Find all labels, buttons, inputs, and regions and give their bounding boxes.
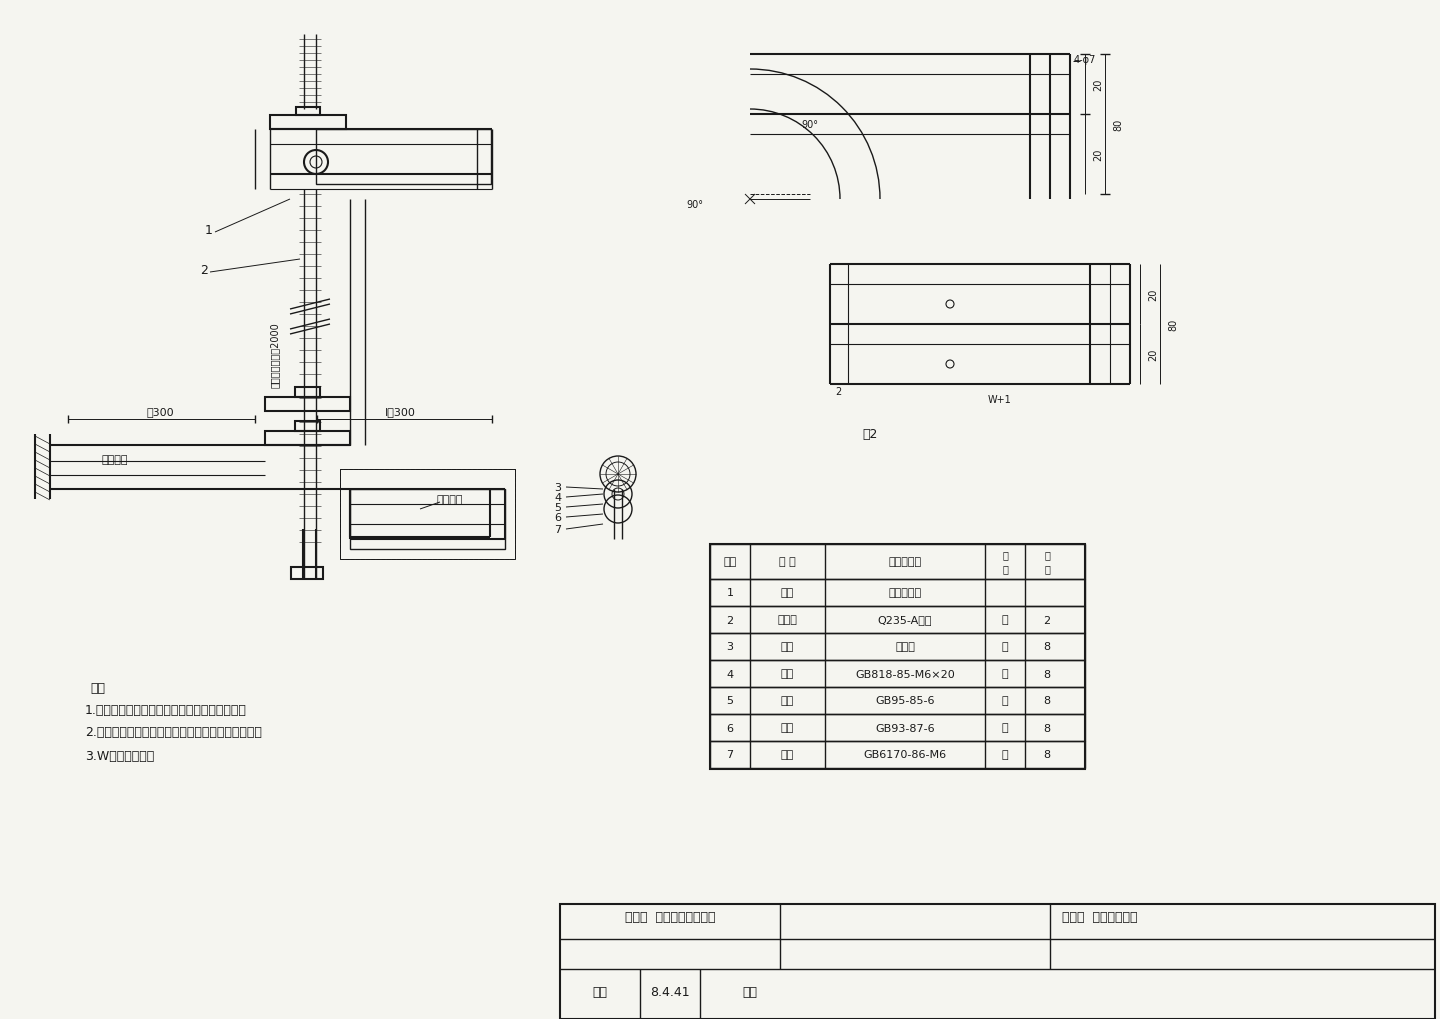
Text: 单: 单 (1002, 549, 1008, 559)
Bar (710, 606, 1084, 634)
Text: 20: 20 (1148, 288, 1158, 301)
Bar (297, 108, 320, 116)
Text: 件2: 件2 (863, 428, 878, 441)
Text: 8: 8 (1044, 722, 1051, 733)
Bar (710, 634, 1084, 660)
Text: 线槽盖卡: 线槽盖卡 (436, 494, 464, 504)
Text: 4: 4 (726, 668, 733, 679)
Text: 线槽吊具: 线槽吊具 (102, 454, 128, 465)
Text: 3: 3 (554, 483, 562, 492)
Text: 图名: 图名 (743, 985, 757, 999)
Text: 个: 个 (1002, 642, 1008, 652)
Text: 型号及规格: 型号及规格 (888, 557, 922, 567)
Text: 个: 个 (1002, 614, 1008, 625)
Text: 编号: 编号 (723, 557, 737, 567)
Text: 4: 4 (554, 492, 562, 502)
Text: 7: 7 (554, 525, 562, 535)
Text: 量: 量 (1044, 564, 1050, 574)
Text: 1.本图适用吊装金属线槽水平高度变化段安装；: 1.本图适用吊装金属线槽水平高度变化段安装； (85, 703, 246, 715)
Bar (295, 387, 320, 397)
Text: 6: 6 (727, 722, 733, 733)
Text: 2: 2 (1044, 614, 1051, 625)
Text: GB6170-86-M6: GB6170-86-M6 (864, 750, 946, 760)
Text: 8: 8 (1044, 750, 1051, 760)
Text: 3: 3 (727, 642, 733, 652)
Text: 8: 8 (1044, 642, 1051, 652)
Text: 2.线槽连接处应平整，并避免紧固件突出损伤导线；: 2.线槽连接处应平整，并避免紧固件突出损伤导线； (85, 726, 262, 739)
Text: W+1: W+1 (988, 394, 1012, 405)
Bar (350, 489, 505, 549)
Text: 20: 20 (1148, 348, 1158, 361)
Text: I～300: I～300 (384, 407, 415, 417)
Text: 5: 5 (727, 696, 733, 706)
Text: 个: 个 (1002, 668, 1008, 679)
Bar (710, 688, 1084, 714)
Text: 90°: 90° (802, 120, 818, 129)
Bar (710, 580, 1084, 606)
Text: GB93-87-6: GB93-87-6 (876, 722, 935, 733)
Bar (291, 568, 323, 580)
Text: 20: 20 (1093, 149, 1103, 161)
Text: 图号: 图号 (592, 985, 608, 999)
Text: GB818-85-M6×20: GB818-85-M6×20 (855, 668, 955, 679)
Bar (315, 129, 491, 184)
Bar (340, 470, 516, 559)
Bar (710, 714, 1084, 741)
Text: 螺钉: 螺钉 (780, 668, 793, 679)
Text: 聚乙希: 聚乙希 (896, 642, 914, 652)
Text: 安装间距不大于2000: 安装间距不大于2000 (271, 322, 279, 387)
Text: 第八章  建筑物内配电工程: 第八章 建筑物内配电工程 (625, 911, 716, 923)
Text: 5: 5 (554, 502, 562, 513)
Text: 2: 2 (726, 614, 733, 625)
Text: 90°: 90° (687, 200, 704, 210)
Text: 帮圈: 帮圈 (780, 696, 793, 706)
Text: 3.W表示线槽宽。: 3.W表示线槽宽。 (85, 749, 154, 762)
Bar (710, 660, 1084, 688)
Text: 名 称: 名 称 (779, 557, 796, 567)
Bar (710, 741, 1084, 768)
Text: 帮圈: 帮圈 (780, 722, 793, 733)
Bar (710, 544, 1084, 580)
Text: 4-φ7: 4-φ7 (1074, 55, 1096, 65)
Text: 8: 8 (1044, 696, 1051, 706)
Text: 帽垂: 帽垂 (780, 642, 793, 652)
Text: 80: 80 (1113, 119, 1123, 131)
Text: 2: 2 (200, 263, 207, 276)
Text: 1: 1 (204, 223, 213, 236)
Text: 个: 个 (1002, 722, 1008, 733)
Text: 数: 数 (1044, 549, 1050, 559)
Text: 7: 7 (726, 750, 733, 760)
Text: 个: 个 (1002, 696, 1008, 706)
Text: 8.4.41: 8.4.41 (651, 985, 690, 999)
Bar (271, 116, 346, 129)
Text: 线槽: 线槽 (780, 588, 793, 598)
Text: 见工程设计: 见工程设计 (888, 588, 922, 598)
Text: 位: 位 (1002, 564, 1008, 574)
Text: 6: 6 (554, 513, 562, 523)
Bar (265, 397, 350, 412)
Text: ～300: ～300 (147, 407, 174, 417)
Text: 个: 个 (1002, 750, 1008, 760)
Text: 2: 2 (835, 386, 841, 396)
Text: 20: 20 (1093, 78, 1103, 91)
Bar (295, 422, 320, 432)
Text: 注：: 注： (91, 681, 105, 694)
Text: 1: 1 (727, 588, 733, 598)
Bar (560, 904, 1436, 1019)
Text: 连接板: 连接板 (778, 614, 798, 625)
Text: 螺母: 螺母 (780, 750, 793, 760)
Text: 80: 80 (1168, 319, 1178, 331)
Text: GB95-85-6: GB95-85-6 (876, 696, 935, 706)
Bar (340, 470, 516, 559)
Text: 第四节  线槽配线安装: 第四节 线槽配线安装 (1063, 911, 1138, 923)
Text: Q235-A镑锗: Q235-A镑锗 (878, 614, 932, 625)
Bar (710, 544, 1084, 769)
Text: 8: 8 (1044, 668, 1051, 679)
Bar (265, 432, 350, 445)
